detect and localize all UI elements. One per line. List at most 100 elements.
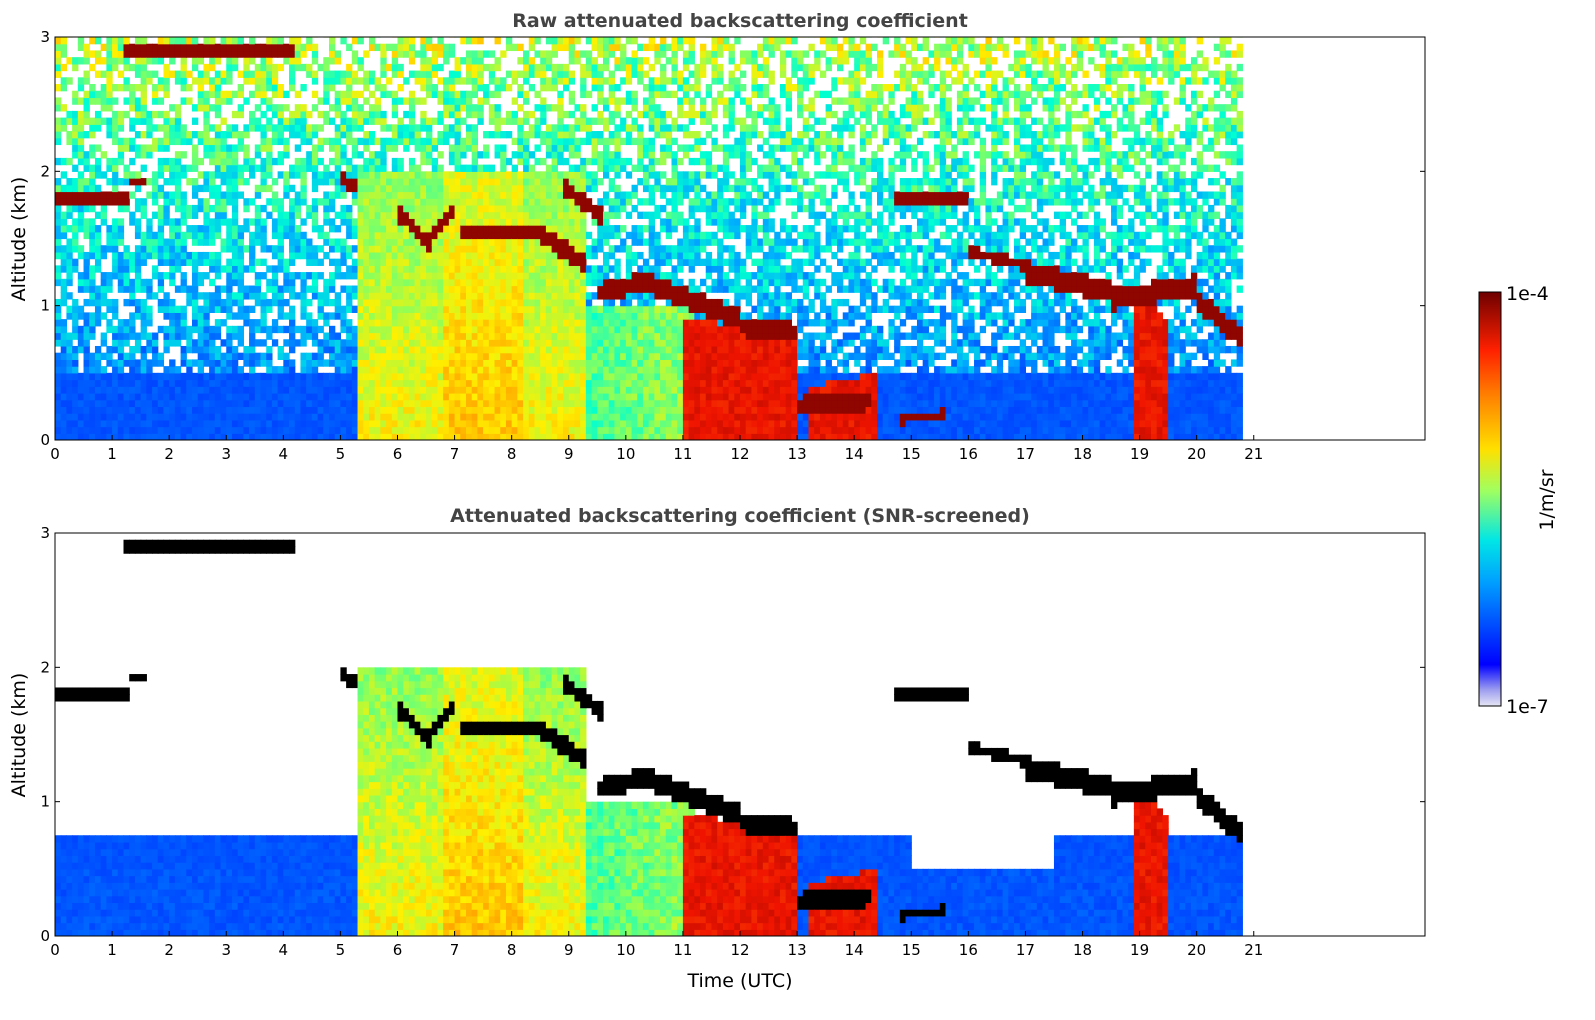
raw-cell xyxy=(408,292,416,300)
raw-cell xyxy=(568,77,576,85)
raw-cell xyxy=(580,298,587,307)
raw-cell xyxy=(192,184,199,193)
raw-cell xyxy=(494,218,501,226)
raw-cell xyxy=(494,386,501,394)
raw-cell xyxy=(551,278,558,287)
raw-cell xyxy=(523,392,530,401)
raw-cell xyxy=(460,339,467,347)
raw-cell xyxy=(329,245,336,253)
raw-cell xyxy=(66,204,73,213)
raw-cell xyxy=(174,37,182,45)
raw-cell xyxy=(357,117,364,125)
raw-cell xyxy=(226,131,233,139)
raw-cell xyxy=(351,413,359,421)
raw-cell xyxy=(289,406,296,414)
raw-cell xyxy=(557,144,564,152)
raw-cell xyxy=(186,97,193,105)
raw-cell xyxy=(140,325,147,334)
raw-cell xyxy=(77,392,85,401)
raw-cell xyxy=(89,245,96,253)
raw-cell xyxy=(597,413,604,421)
raw-cell xyxy=(271,399,279,408)
raw-cell xyxy=(152,178,159,186)
raw-cell xyxy=(557,204,564,213)
raw-cell xyxy=(477,204,484,213)
raw-cell xyxy=(426,245,433,253)
raw-cell xyxy=(283,352,290,360)
raw-cell xyxy=(505,117,513,125)
raw-cell xyxy=(494,379,501,387)
raw-cell xyxy=(334,57,342,65)
raw-cell xyxy=(186,258,193,266)
raw-cell xyxy=(380,164,387,172)
raw-cell xyxy=(585,399,593,408)
raw-cell xyxy=(483,406,490,414)
raw-cell xyxy=(551,372,558,381)
raw-cell xyxy=(260,57,267,65)
raw-cell xyxy=(254,124,262,132)
raw-cell xyxy=(329,137,336,146)
raw-cell xyxy=(523,238,530,246)
raw-cell xyxy=(494,238,501,246)
raw-cell xyxy=(471,70,479,78)
raw-cell xyxy=(197,406,205,414)
raw-cell xyxy=(408,225,416,233)
raw-cell xyxy=(89,238,96,246)
raw-cell xyxy=(420,57,427,65)
raw-cell xyxy=(505,110,513,119)
raw-cell xyxy=(357,110,364,119)
raw-cell xyxy=(231,225,239,233)
raw-cell xyxy=(66,178,73,186)
raw-cell xyxy=(437,225,444,233)
raw-cell xyxy=(117,272,125,280)
raw-cell xyxy=(174,386,182,394)
raw-cell xyxy=(597,419,604,428)
raw-cell xyxy=(340,245,347,253)
raw-cell xyxy=(209,433,216,440)
raw-cell xyxy=(277,238,284,246)
raw-cell xyxy=(585,426,593,434)
raw-cell xyxy=(249,413,256,421)
raw-cell xyxy=(620,137,627,146)
raw-cell xyxy=(528,178,536,186)
raw-cell xyxy=(414,178,421,186)
raw-cell xyxy=(112,245,119,253)
raw-cell xyxy=(237,292,244,300)
raw-cell xyxy=(563,251,570,260)
raw-cell xyxy=(134,265,142,273)
raw-cell xyxy=(294,124,302,132)
raw-cell xyxy=(271,218,279,226)
raw-cell xyxy=(545,178,553,186)
raw-cell xyxy=(563,426,570,434)
raw-cell xyxy=(129,258,136,266)
raw-cell xyxy=(471,392,479,401)
raw-cell xyxy=(545,211,553,219)
raw-cell xyxy=(146,419,153,428)
raw-cell xyxy=(603,372,610,381)
raw-cell xyxy=(289,319,296,327)
raw-cell xyxy=(597,292,604,300)
raw-cell xyxy=(140,245,147,253)
raw-cell xyxy=(271,278,279,287)
raw-cell xyxy=(597,211,604,219)
raw-cell xyxy=(431,258,439,266)
raw-cell xyxy=(386,298,393,307)
raw-cell xyxy=(300,191,307,199)
raw-cell xyxy=(317,225,324,233)
raw-cell xyxy=(60,366,68,374)
raw-cell xyxy=(266,386,273,394)
raw-cell xyxy=(477,292,484,300)
raw-cell xyxy=(505,292,513,300)
raw-cell xyxy=(534,379,541,387)
raw-cell xyxy=(637,372,644,381)
raw-cell xyxy=(351,110,359,119)
raw-cell xyxy=(431,218,439,226)
raw-cell xyxy=(134,218,142,226)
raw-cell xyxy=(540,352,547,360)
raw-cell xyxy=(420,292,427,300)
raw-cell xyxy=(368,278,376,287)
raw-cell xyxy=(271,204,279,213)
raw-cell xyxy=(386,406,393,414)
raw-cell xyxy=(146,218,153,226)
raw-cell xyxy=(414,191,421,199)
